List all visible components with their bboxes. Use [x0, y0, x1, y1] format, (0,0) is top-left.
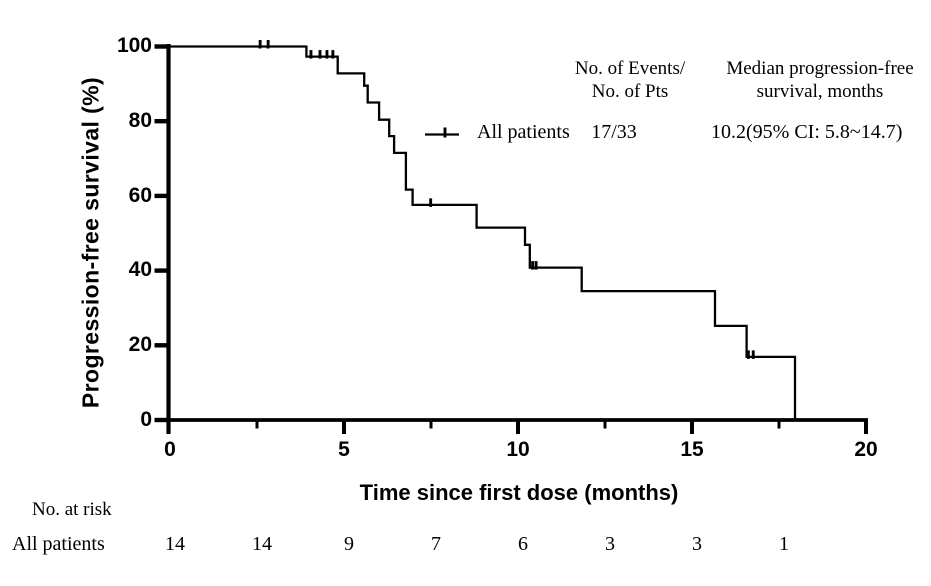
- legend-series-label: All patients: [477, 121, 570, 143]
- risk-value-t2-5: 14: [252, 533, 272, 555]
- y-tick-label-60: 60: [128, 184, 152, 207]
- risk-table-caption: No. at risk: [32, 499, 112, 520]
- risk-value-t15: 3: [692, 533, 702, 555]
- x-tick-label-15: 15: [680, 438, 704, 461]
- x-tick-label-5: 5: [338, 438, 350, 461]
- axes: [154, 44, 868, 434]
- legend-header-events-line2: No. of Pts: [591, 81, 669, 102]
- y-tick-label-0: 0: [140, 408, 152, 431]
- legend-header-events: No. of Events/ No. of Pts: [550, 57, 710, 103]
- y-tick-label-100: 100: [116, 34, 152, 57]
- x-axis-title: Time since first dose (months): [359, 480, 679, 505]
- km-step-curve: [170, 45, 797, 420]
- y-tick-label-40: 40: [128, 258, 152, 281]
- x-tick-label-10: 10: [506, 438, 530, 461]
- risk-value-t0: 14: [165, 533, 185, 555]
- legend-header-events-line1: No. of Events/: [574, 58, 686, 79]
- y-tick-label-80: 80: [128, 109, 152, 132]
- y-axis-title: Progression-free survival (%): [77, 76, 104, 409]
- risk-value-t12-5: 3: [605, 533, 615, 555]
- risk-table-row-label: All patients: [12, 533, 105, 555]
- risk-value-t5: 9: [344, 533, 354, 555]
- km-curve: [170, 45, 797, 420]
- legend-events-value: 17/33: [591, 121, 637, 143]
- legend-header-median-line2: survival, months: [756, 81, 884, 102]
- legend-median-value: 10.2(95% CI: 5.8~14.7): [711, 121, 903, 143]
- legend-marker-icon: [425, 127, 459, 138]
- risk-value-t17-5: 1: [779, 533, 789, 555]
- censor-ticks-layer: [258, 40, 755, 359]
- x-tick-label-20: 20: [854, 438, 878, 461]
- legend-header-median-line1: Median progression-free: [726, 58, 914, 79]
- x-tick-label-0: 0: [164, 438, 176, 461]
- risk-value-t10: 6: [518, 533, 528, 555]
- legend-header-median: Median progression-free survival, months: [708, 57, 931, 103]
- risk-value-t7-5: 7: [431, 533, 441, 555]
- y-tick-label-20: 20: [128, 333, 152, 356]
